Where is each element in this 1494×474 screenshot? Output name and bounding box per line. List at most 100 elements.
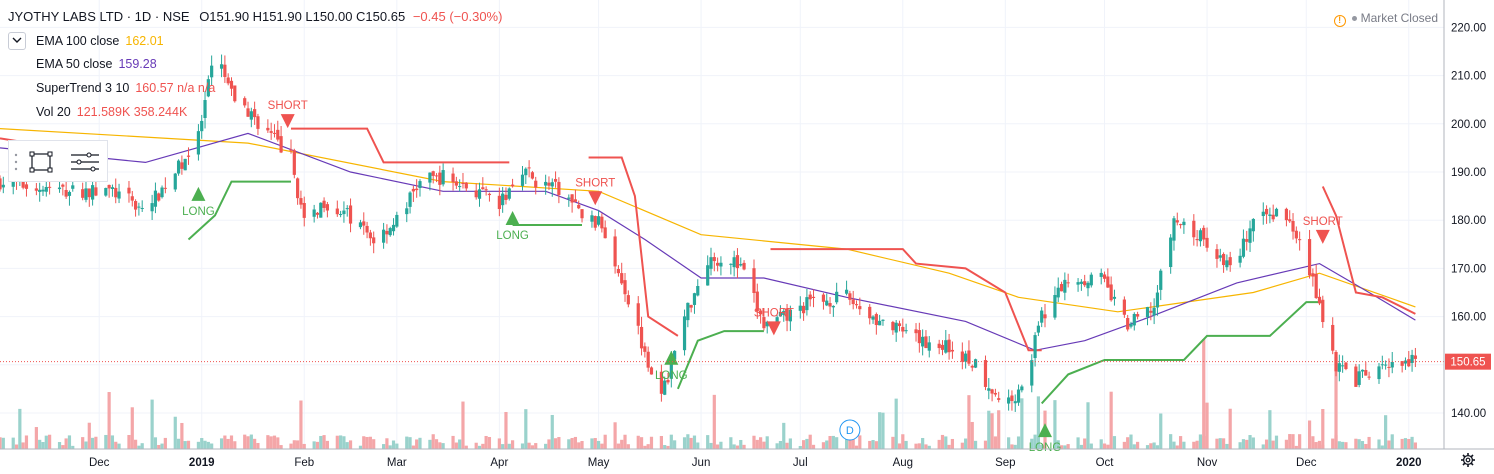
candle-body (418, 181, 422, 188)
legend-ema100[interactable]: EMA 100 close 162.01 (36, 34, 164, 48)
legend-volume-label: Vol 20 (36, 105, 71, 119)
time-tick-label: Oct (1096, 457, 1115, 469)
candle-body (1364, 370, 1368, 376)
candle-body (600, 216, 604, 229)
volume-bar (368, 436, 372, 449)
volume-bar (276, 437, 280, 449)
volume-bar (534, 443, 538, 449)
market-status[interactable]: ! Market Closed (1333, 11, 1438, 27)
price-tick-label: 160.00 (1451, 312, 1486, 324)
legend-collapse-button[interactable] (8, 32, 26, 50)
volume-bar (67, 435, 72, 449)
volume-bar (196, 441, 201, 449)
volume-bar (110, 435, 115, 449)
volume-bar (160, 443, 164, 449)
legend-supertrend[interactable]: SuperTrend 3 10 160.57 n/a n/a (36, 81, 215, 95)
candle-body (67, 191, 72, 196)
candle-body (1109, 284, 1113, 301)
price-axis[interactable]: 140.00150.00160.00170.00180.00190.00200.… (1451, 22, 1486, 420)
candle-body (550, 182, 554, 187)
volume-bar (348, 440, 353, 449)
volume-bar (1195, 440, 1199, 449)
candle-body (712, 257, 716, 262)
volume-bar (544, 443, 548, 449)
rectangle-select-icon[interactable] (29, 151, 53, 173)
volume-bar (1248, 435, 1252, 449)
volume-bar (428, 439, 432, 449)
supertrend-up-segment (1040, 301, 1323, 405)
volume-bar (1205, 402, 1209, 449)
candle-body (110, 187, 115, 190)
short-signal-label: SHORT (1303, 216, 1343, 228)
time-axis[interactable]: Dec 2019 Feb Mar Apr May Jun Jul Aug Sep Oct Nov Dec… (89, 457, 1422, 469)
volume-bar (616, 443, 621, 449)
legend-volume[interactable]: Vol 20 121.589K 358.244K (36, 105, 187, 119)
volume-bar (1059, 445, 1064, 449)
volume-bar (1016, 436, 1021, 449)
legend-ema50[interactable]: EMA 50 close 159.28 (36, 57, 157, 71)
volume-bar (811, 444, 816, 449)
volume-bar (798, 445, 802, 449)
candle-body (1036, 325, 1040, 333)
volume-bar (1268, 410, 1272, 449)
volume-bar (716, 444, 720, 449)
volume-bar (917, 443, 921, 449)
volume-bar (107, 392, 111, 449)
candle-body (1413, 355, 1417, 359)
volume-bar (673, 440, 677, 449)
volume-bar (854, 445, 859, 449)
volume-bar (1152, 442, 1156, 449)
candle-body (950, 349, 955, 352)
candle-body (405, 208, 409, 215)
list-settings-icon[interactable] (71, 152, 99, 172)
drag-handle-icon[interactable] (14, 153, 18, 171)
volume-bar (1036, 396, 1040, 449)
candle-body (1354, 366, 1358, 387)
volume-bar (362, 436, 366, 449)
volume-bar (1083, 438, 1087, 449)
volume-bar (1364, 443, 1368, 449)
volume-bar (1387, 440, 1391, 449)
volume-bar (692, 435, 697, 449)
volume-bar (659, 435, 663, 449)
candle-body (1182, 221, 1186, 226)
supertrend-up-segment (676, 330, 764, 390)
candle-body (64, 189, 68, 197)
volume-bar (1413, 442, 1417, 449)
candle-body (1106, 276, 1110, 288)
volume-bar (1341, 441, 1345, 449)
volume-bar (1225, 443, 1229, 449)
candle-body (504, 194, 508, 200)
gear-icon[interactable] (1460, 452, 1476, 468)
volume-bar (1172, 441, 1176, 449)
volume-bar (249, 434, 253, 449)
candle-body (527, 167, 531, 169)
candle-body (706, 265, 710, 286)
candle-body (762, 317, 766, 329)
dividend-event-label: D (846, 425, 854, 437)
candle-body (385, 230, 389, 235)
volume-bar (1007, 437, 1011, 449)
dividend-event-marker[interactable]: D (839, 419, 861, 441)
symbol-title[interactable]: JYOTHY LABS LTD · 1D · NSE (8, 9, 190, 24)
volume-bar (808, 434, 812, 449)
volume-bar (620, 439, 624, 449)
candle-body (163, 187, 167, 189)
candle-body (150, 203, 154, 212)
volume-bar (1109, 391, 1113, 449)
volume-bar (1076, 437, 1080, 449)
volume-bar (48, 434, 52, 449)
candle-body (646, 351, 650, 368)
volume-bar (759, 437, 763, 449)
candle-body (639, 326, 644, 349)
long-signal-arrow (1038, 423, 1053, 438)
time-tick-label: 2019 (189, 457, 215, 469)
short-signal-arrow (766, 321, 781, 336)
price-tick-label: 140.00 (1451, 408, 1486, 420)
volume-bar (501, 444, 505, 449)
toolbox-icons (14, 151, 99, 173)
candle-body (24, 184, 29, 189)
volume-bar (41, 442, 45, 449)
volume-bar (1030, 438, 1034, 449)
